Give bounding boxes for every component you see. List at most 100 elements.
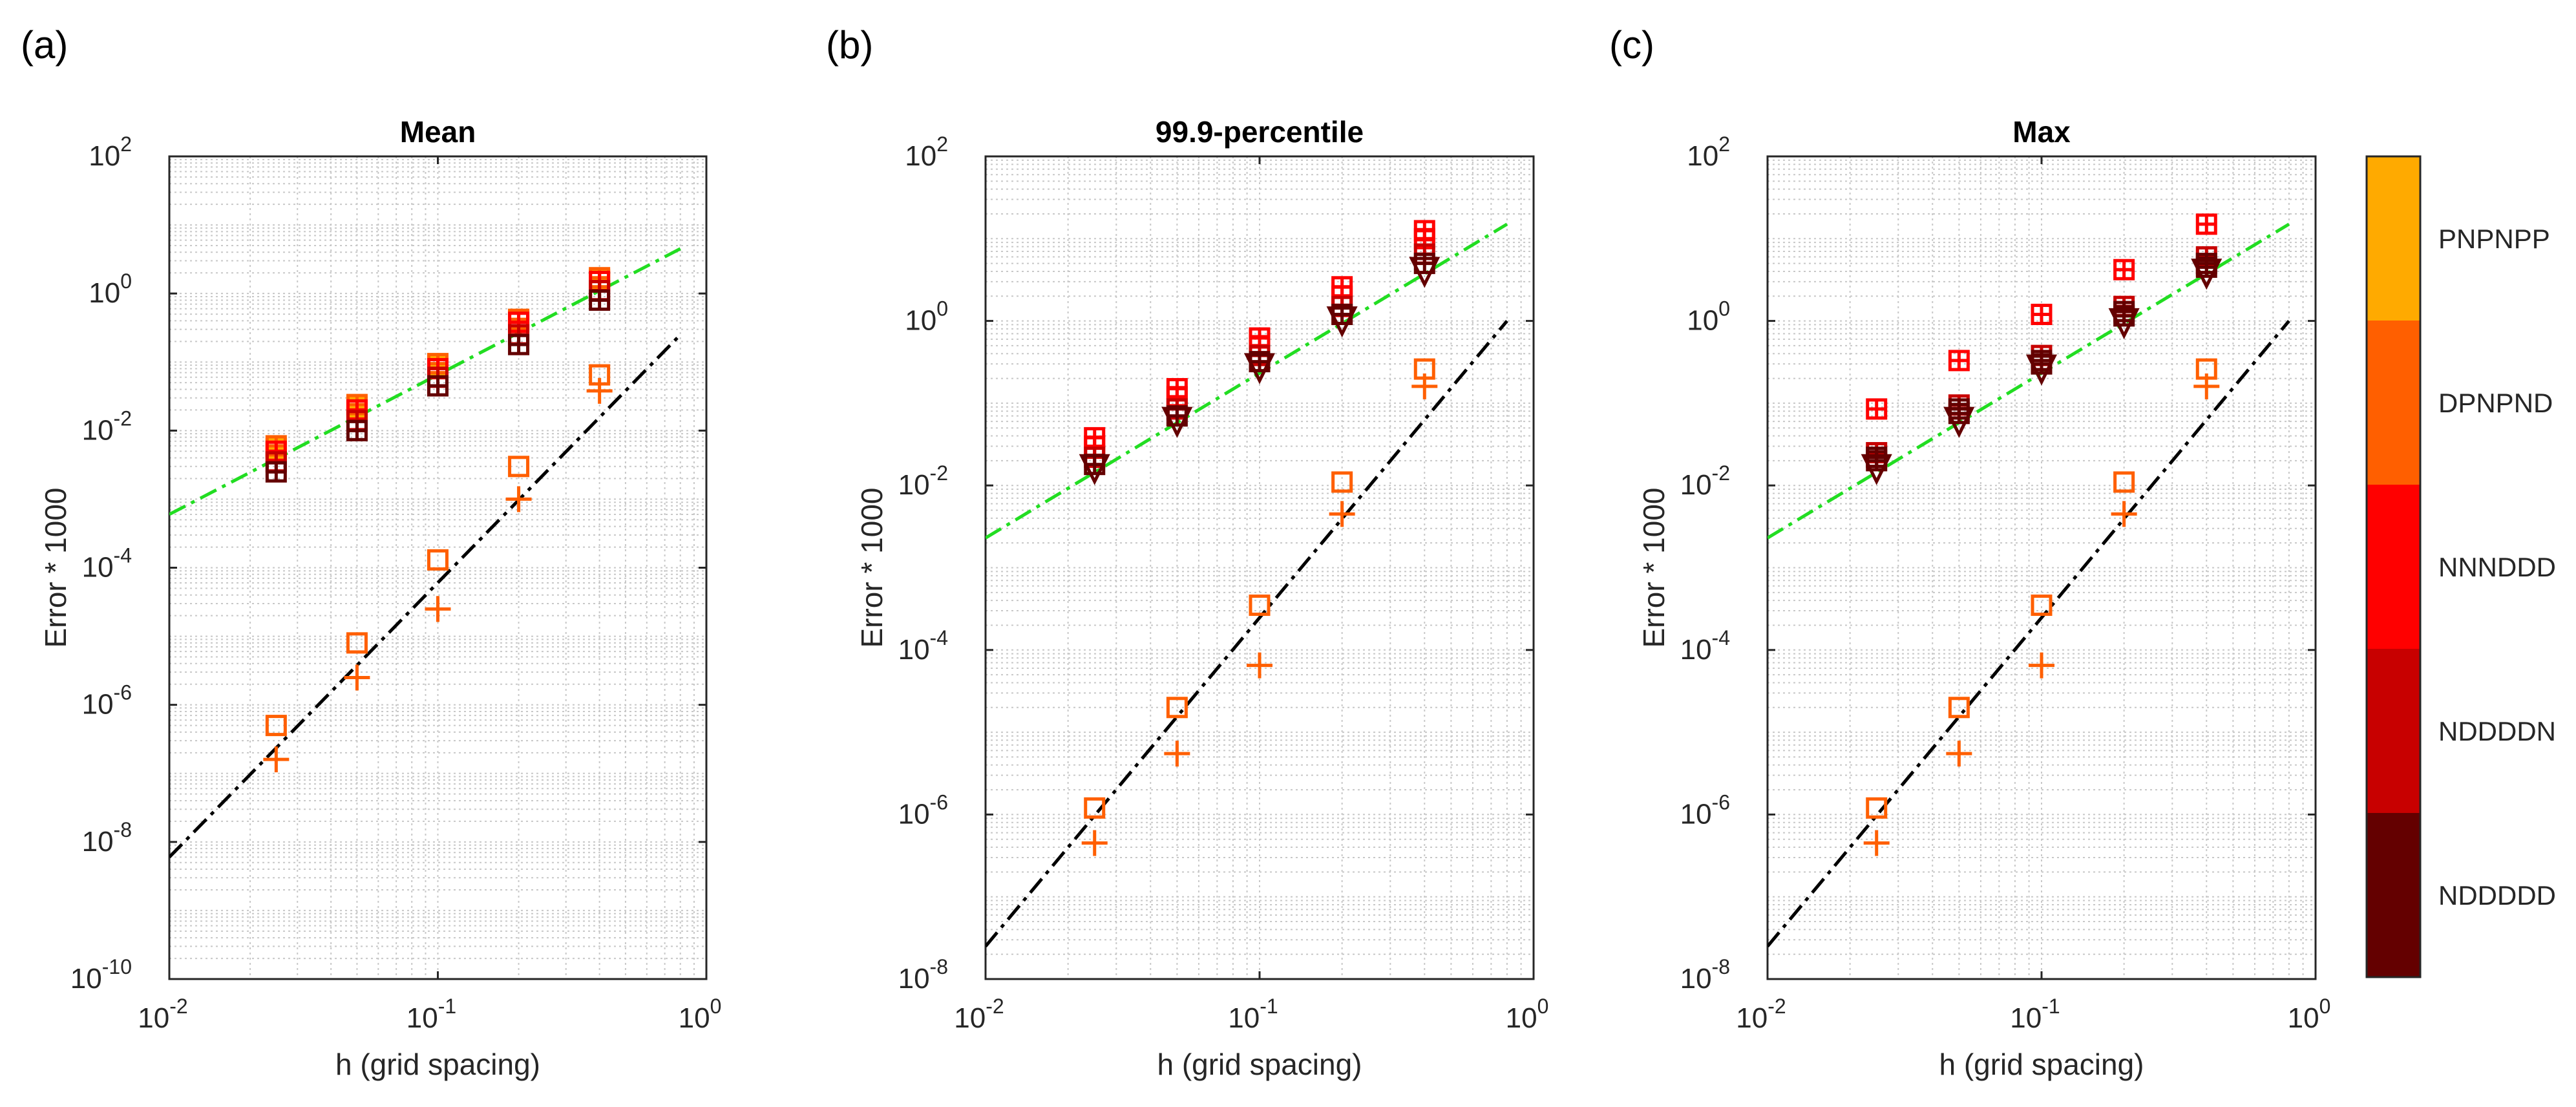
y-tick-label: 10-4 — [898, 626, 948, 666]
y-tick-label: 10-2 — [82, 406, 132, 446]
x-tick-label: 100 — [1506, 995, 1549, 1034]
x-tick-label: 10-1 — [1228, 995, 1278, 1034]
colorbar-label: NDDDDD — [2438, 880, 2556, 911]
x-tick-label: 10-2 — [954, 995, 1004, 1034]
panel-label: (a) — [21, 23, 68, 67]
data-point — [2193, 373, 2220, 399]
panel-label: (b) — [826, 23, 873, 67]
reference-line-green-ref — [169, 247, 681, 516]
data-point — [1164, 741, 1190, 767]
colorbar-label: DPNPND — [2438, 388, 2553, 418]
panel-label: (c) — [1609, 23, 1654, 67]
grid — [169, 156, 706, 980]
series-square — [1084, 358, 1435, 819]
y-tick-label: 10-8 — [1680, 955, 1730, 995]
colorbar-segment — [2367, 485, 2420, 649]
reference-line-black-ref — [986, 319, 1508, 947]
panel-3: 10-2 10-1 100 10-8 10-6 10-4 10-2 100 102 Max h (g… — [1609, 23, 2330, 1081]
y-tick-label: 102 — [905, 132, 948, 172]
data-point — [2195, 213, 2217, 235]
x-tick-label: 10-1 — [406, 995, 456, 1034]
series-NDDDDD — [265, 289, 611, 483]
colorbar-label: NNNDDD — [2438, 552, 2556, 582]
x-axis-label: h (grid spacing) — [1157, 1048, 1362, 1081]
y-tick-label: 10-2 — [1680, 461, 1730, 501]
data-point — [508, 456, 530, 478]
data-point — [1247, 652, 1272, 679]
reference-line-green-ref — [1768, 222, 2290, 540]
data-point — [1079, 454, 1110, 485]
y-tick-label: 10-6 — [1680, 790, 1730, 830]
data-point — [1861, 454, 1892, 485]
colorbar-segment — [2367, 156, 2420, 321]
tick-marks — [1766, 155, 2317, 980]
data-point — [1863, 830, 1890, 856]
tick-marks — [984, 155, 1535, 980]
data-layer — [169, 247, 682, 859]
x-axis-label: h (grid spacing) — [335, 1048, 540, 1081]
x-tick-label: 10-2 — [1736, 995, 1786, 1034]
y-tick-label: 100 — [1687, 297, 1730, 337]
chart-title: Mean — [400, 115, 476, 149]
series-plus — [1863, 373, 2220, 856]
panels: 10-2 10-1 100 10-10 10-8 10-6 10-4 10-2 100 102 Me… — [21, 23, 2330, 1081]
data-point — [1331, 471, 1353, 493]
data-point — [505, 486, 532, 512]
data-point — [2031, 595, 2053, 617]
colorbar-segment — [2367, 649, 2420, 814]
data-point — [1249, 595, 1271, 617]
x-tick-label: 10-1 — [2010, 995, 2060, 1034]
y-tick-label: 10-2 — [898, 461, 948, 501]
data-point — [265, 715, 287, 737]
series-plus — [263, 377, 613, 773]
series-NDDDDD — [1079, 257, 1441, 485]
x-tick-label: 100 — [2288, 995, 2331, 1034]
data-point — [2108, 308, 2140, 340]
data-point — [263, 746, 290, 773]
data-point — [508, 333, 530, 355]
colorbar-segment — [2367, 813, 2420, 978]
reference-line-black-ref — [1768, 319, 2290, 947]
data-point — [2113, 471, 2135, 493]
data-layer — [986, 220, 1508, 947]
colorbar-label: PNPNPP — [2438, 224, 2550, 254]
y-tick-label: 10-6 — [898, 790, 948, 830]
reference-line-green-ref — [986, 222, 1508, 540]
y-tick-label: 10-8 — [898, 955, 948, 995]
x-tick-label: 100 — [679, 995, 722, 1034]
data-point — [427, 375, 449, 397]
data-point — [1866, 398, 1888, 420]
data-point — [344, 664, 370, 691]
data-point — [586, 377, 613, 404]
y-axis-label: Error * 1000 — [39, 487, 72, 648]
data-point — [2111, 501, 2137, 527]
y-axis-label: Error * 1000 — [855, 487, 889, 648]
y-tick-label: 100 — [89, 269, 132, 309]
x-axis-label: h (grid spacing) — [1939, 1048, 2144, 1081]
data-point — [2191, 258, 2222, 290]
series-PNPNPP — [1866, 213, 2217, 420]
series-NDDDDD — [1861, 258, 2222, 485]
data-point — [265, 461, 287, 483]
y-tick-label: 10-4 — [82, 544, 132, 584]
x-tick-label: 10-2 — [138, 995, 187, 1034]
colorbar-border — [2365, 155, 2422, 978]
data-point — [1943, 406, 1975, 438]
data-point — [2025, 354, 2058, 386]
data-point — [1166, 697, 1188, 719]
chart-title: Max — [2012, 115, 2071, 149]
chart-title: 99.9-percentile — [1156, 115, 1364, 149]
data-point — [1948, 350, 1970, 372]
colorbar-label: NDDDDN — [2438, 716, 2556, 746]
data-point — [1243, 353, 1276, 385]
y-tick-label: 10-8 — [82, 818, 132, 858]
reference-line-black-ref — [169, 333, 682, 859]
data-point — [1084, 797, 1106, 819]
data-point — [1946, 741, 1972, 767]
data-point — [346, 419, 368, 441]
data-point — [1866, 797, 1888, 819]
y-tick-label: 10-10 — [70, 955, 132, 995]
y-tick-label: 10-4 — [1680, 626, 1730, 666]
data-point — [2029, 652, 2054, 679]
